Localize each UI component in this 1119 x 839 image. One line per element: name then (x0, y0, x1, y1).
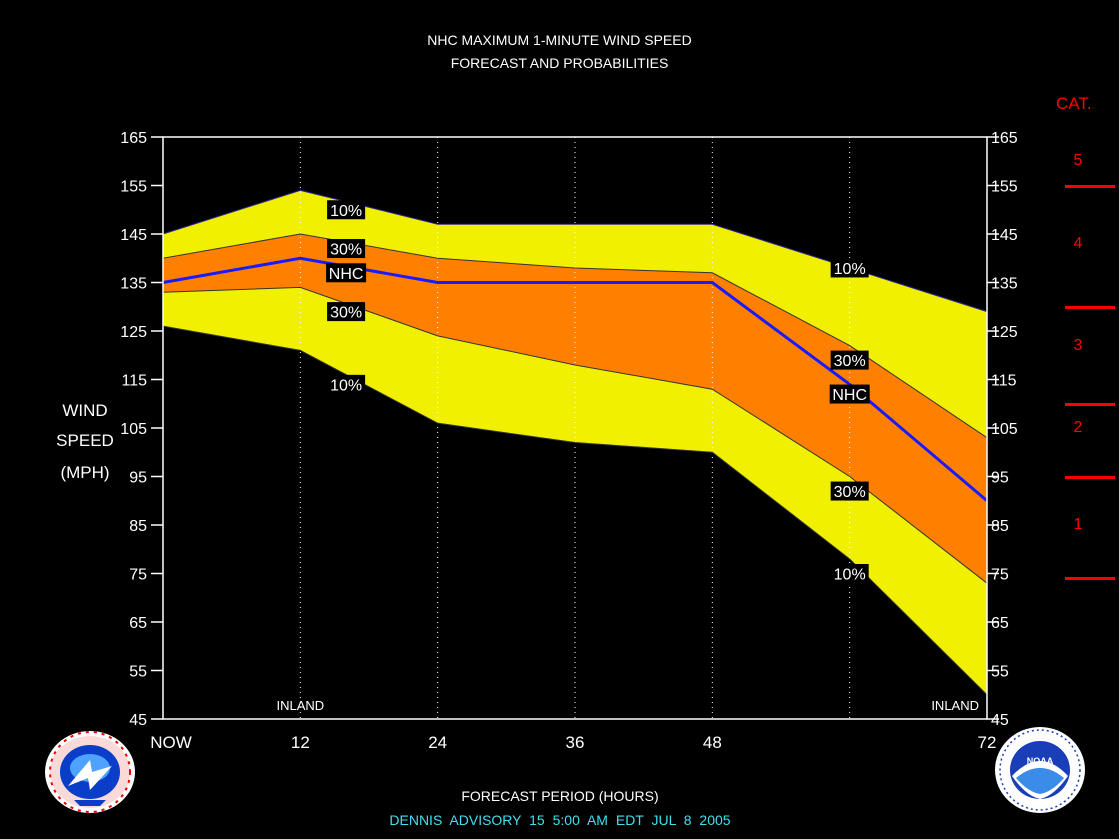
series-label-bg (830, 564, 869, 583)
category-boundary-line (1065, 475, 1115, 479)
series-label-bg (327, 200, 366, 220)
chart-title-line2: FORECAST AND PROBABILITIES (450, 55, 669, 71)
series-label: 30% (834, 484, 866, 501)
y-tick-label-left: 65 (129, 615, 147, 632)
x-axis-label: FORECAST PERIOD (HOURS) (461, 788, 659, 804)
x-tick-label: 24 (428, 733, 447, 752)
series-label: 30% (834, 353, 866, 370)
category-label-1: 1 (1073, 516, 1083, 533)
y-tick-label-right: 125 (991, 324, 1018, 341)
y-tick-label-right: 85 (991, 518, 1009, 535)
y-tick-label-left: 85 (129, 518, 147, 535)
x-tick-label: 12 (291, 733, 310, 752)
y-tick-label-right: 55 (991, 664, 1009, 681)
series-label: 10% (330, 203, 362, 220)
y-tick-label-left: 155 (120, 179, 147, 196)
y-tick-label-right: 135 (991, 276, 1018, 293)
noaa-logo: NOAA (995, 727, 1085, 813)
series-label-bg (830, 481, 869, 501)
category-label-3: 3 (1073, 336, 1083, 354)
series-label-bg (326, 263, 367, 283)
category-header: CAT. (1056, 94, 1092, 113)
category-boundary-line (1065, 184, 1115, 188)
series-lower-10 (162, 325, 988, 696)
series-nhc-forecast (162, 256, 988, 502)
series-label-bg (830, 258, 869, 278)
y-tick-label-left: 125 (120, 324, 147, 341)
series-label-bg (327, 302, 366, 322)
series-label: 30% (330, 305, 362, 322)
category-boundary-line (1065, 577, 1115, 581)
y-tick-label-left: 165 (120, 130, 147, 147)
y-axis-label-speed: SPEED (56, 431, 114, 450)
series-upper-30 (162, 233, 988, 439)
series-label: 10% (330, 377, 362, 394)
inland-annotation: INLAND (276, 698, 324, 713)
y-tick-label-left: 45 (129, 712, 147, 729)
y-tick-label-right: 145 (991, 227, 1018, 244)
y-axis-label-unit: (MPH) (60, 463, 110, 482)
nws-logo (45, 731, 135, 813)
y-tick-label-left: 145 (120, 227, 147, 244)
series-label-bg (327, 374, 366, 394)
y-tick-label-left: 95 (129, 470, 147, 487)
x-tick-label: 72 (978, 733, 997, 752)
advisory-footer: DENNIS ADVISORY 15 5:00 AM EDT JUL 8 200… (389, 812, 731, 828)
y-tick-label-right: 115 (991, 373, 1017, 390)
y-tick-label-right: 45 (991, 712, 1009, 729)
category-label-2: 2 (1073, 419, 1083, 436)
series-label: 10% (834, 567, 866, 584)
y-tick-label-right: 105 (991, 421, 1018, 438)
y-tick-label-right: 65 (991, 615, 1009, 632)
y-tick-label-left: 115 (121, 373, 147, 390)
series-label: NHC (329, 266, 364, 283)
series-label-bg (830, 350, 869, 370)
x-tick-label: 36 (566, 733, 585, 752)
category-label-5: 5 (1073, 152, 1083, 170)
y-axis-label-wind: WIND (62, 401, 108, 420)
y-tick-label-right: 75 (991, 567, 1009, 584)
series-label: 30% (330, 242, 362, 259)
chart-title-line1: NHC MAXIMUM 1-MINUTE WIND SPEED (427, 32, 692, 48)
y-tick-label-left: 105 (120, 421, 147, 438)
category-boundary-line (1065, 402, 1115, 406)
y-tick-label-left: 75 (129, 567, 147, 584)
noaa-logo-text: NOAA (1027, 756, 1054, 766)
series-label-bg (327, 239, 366, 259)
x-tick-label: 48 (703, 733, 722, 752)
series-label: 10% (834, 261, 866, 278)
y-tick-label-left: 135 (120, 276, 147, 293)
category-boundary-line (1065, 305, 1115, 309)
category-label-4: 4 (1073, 234, 1083, 252)
inland-annotation: INLAND (931, 698, 979, 713)
x-tick-label: NOW (150, 733, 192, 752)
series-lower-30 (162, 286, 988, 584)
series-label: NHC (832, 387, 867, 404)
y-tick-label-left: 55 (129, 664, 147, 681)
y-tick-label-right: 95 (991, 470, 1009, 487)
band-30-percent (163, 234, 987, 584)
series-label-bg (829, 384, 870, 404)
y-tick-label-right: 155 (991, 179, 1018, 196)
y-tick-label-right: 165 (991, 130, 1018, 147)
